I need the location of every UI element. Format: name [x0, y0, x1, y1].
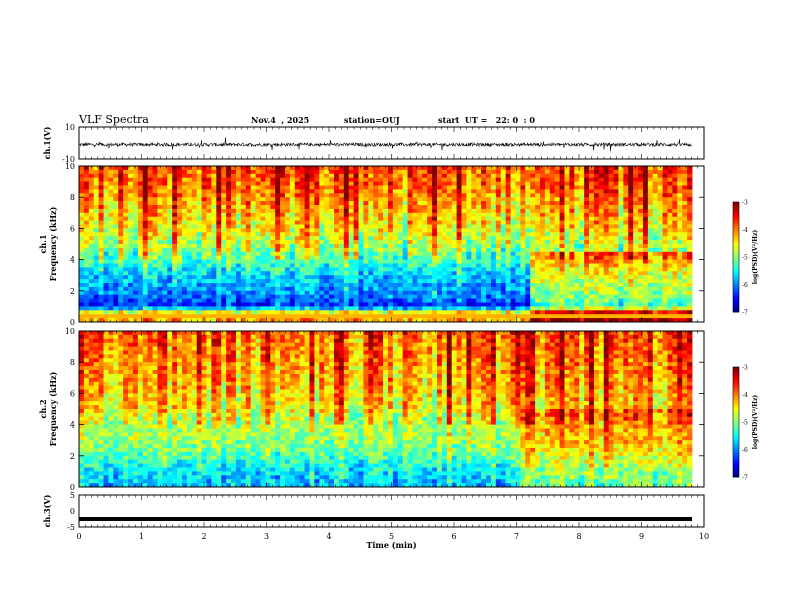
ch1-colorbar-label: log(PSD)(V²/Hz): [752, 230, 759, 285]
ch1-ylabel: ch.1(V): [42, 126, 52, 159]
ch1-ytick-label: 0: [70, 318, 75, 327]
time-tick-label: 8: [576, 532, 581, 541]
ch1-ylabel-frequency: Frequency (kHz): [48, 206, 58, 281]
ch1-spectrogram-panel: 0 2 4 6 8 10 ch.1 Frequency (kHz) -3 -4 -5 -6 -7 log(…: [38, 162, 759, 327]
ch3-ytick-label: -5: [67, 523, 75, 532]
time-axis-label: Time (min): [366, 540, 416, 550]
ch2-ytick-label: 10: [65, 327, 75, 336]
ch2-colorbar-tick-label: -5: [742, 420, 748, 427]
ch3-ylabel: ch.3(V): [42, 494, 52, 527]
ch1-ytick-label: 10: [65, 162, 75, 171]
ch1-spectrogram-image: [79, 166, 693, 323]
ch1-ytick-label: 10: [65, 123, 75, 132]
ch1-ytick-label: 4: [70, 256, 75, 265]
ch2-ytick-label: 4: [70, 421, 75, 430]
ch2-ytick-label: 2: [70, 452, 75, 461]
time-tick-label: 7: [514, 532, 519, 541]
ch1-colorbar-tick-label: -7: [742, 310, 748, 317]
ch3-ytick-label: 5: [70, 491, 75, 500]
ch2-ytick-label: 0: [70, 483, 75, 492]
time-tick-label: 10: [699, 532, 709, 541]
ch2-ytick-label: 8: [70, 358, 75, 367]
ch1-ytick-label: -10: [62, 155, 75, 164]
ch1-colorbar-tick-label: -6: [742, 282, 748, 289]
time-tick-label: 3: [264, 532, 269, 541]
ch1-ytick-label: 8: [70, 193, 75, 202]
ch1-waveform-line: [78, 137, 693, 152]
time-tick-label: 2: [201, 532, 206, 541]
ch1-colorbar-tick-label: -3: [742, 200, 748, 207]
start-time-label: start UT = 22: 0 : 0: [438, 115, 535, 125]
ch1-ylabel-channel: ch.1: [38, 234, 48, 253]
time-tick-label: 1: [139, 532, 144, 541]
ch2-colorbar: -3 -4 -5 -6 -7 log(PSD)(V²/Hz): [732, 365, 759, 482]
ch2-ylabel-channel: ch.2: [38, 399, 48, 418]
figure-title: VLF Spectra: [79, 113, 149, 126]
station-label: station=OUJ: [344, 115, 400, 125]
time-tick-label: 6: [451, 532, 456, 541]
ch1-colorbar-frame: [732, 201, 740, 313]
time-axis: 0 1 2 3 4 5 6 7 8 9 10 Time (min): [76, 127, 709, 550]
ch1-ytick-label: 2: [70, 287, 75, 296]
ch2-colorbar-frame: [732, 366, 740, 478]
ch3-ytick-label: 0: [70, 507, 75, 516]
ch2-colorbar-label: log(PSD)(V²/Hz): [752, 395, 759, 450]
ch2-colorbar-tick-label: -7: [742, 475, 748, 482]
time-tick-label: 5: [389, 532, 394, 541]
ch1-colorbar-tick-label: -5: [742, 255, 748, 262]
ch1-colorbar: -3 -4 -5 -6 -7 log(PSD)(V²/Hz): [732, 200, 759, 317]
ch2-spectrogram-panel: 0 2 4 6 8 10 ch.2 Frequency (kHz) -3 -4 -5 -6 -7 log(…: [38, 327, 759, 492]
ch1-ytick-label: 6: [70, 224, 75, 233]
ch2-colorbar-tick-label: -6: [742, 447, 748, 454]
time-tick-label: 0: [76, 532, 81, 541]
ch2-colorbar-tick-label: -4: [742, 392, 748, 399]
time-tick-label: 4: [326, 532, 331, 541]
time-tick-label: 9: [639, 532, 644, 541]
ch2-spectrogram-image: [79, 331, 693, 488]
ch2-ylabel-frequency: Frequency (kHz): [48, 371, 58, 446]
ch2-ytick-label: 6: [70, 389, 75, 398]
ch1-colorbar-tick-label: -4: [742, 227, 748, 234]
date-label: Nov.4 , 2025: [251, 115, 310, 125]
ch2-colorbar-tick-label: -3: [742, 365, 748, 372]
